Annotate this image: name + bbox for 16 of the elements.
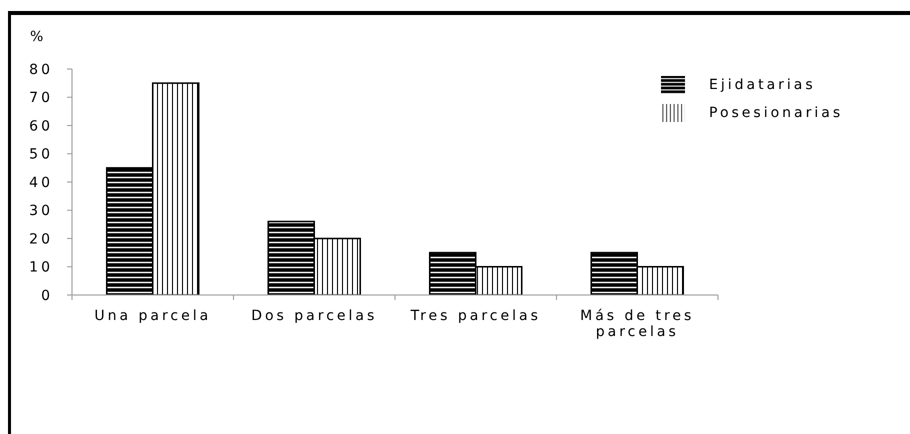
legend-label: Ejidatarias (709, 77, 816, 93)
y-tick-label: 40 (29, 174, 53, 191)
x-tick-label: Más de tres parcelas (580, 308, 694, 340)
y-tick-label: 30 (29, 203, 53, 220)
x-tick-label: Tres parcelas (410, 308, 541, 324)
y-tick-label: 80 (29, 62, 53, 78)
y-axis-title: % (30, 29, 46, 45)
y-tick-label: 70 (29, 90, 53, 106)
x-tick-label: Una parcela (94, 308, 212, 324)
y-tick-label: 60 (29, 118, 53, 134)
y-tick-label: 20 (29, 231, 53, 248)
y-tick-label: 0 (41, 288, 53, 304)
legend-label: Posesionarias (709, 105, 844, 121)
x-tick-label: Dos parcelas (251, 308, 378, 324)
y-tick-label: 50 (29, 146, 53, 163)
y-tick-label: 10 (29, 260, 53, 276)
